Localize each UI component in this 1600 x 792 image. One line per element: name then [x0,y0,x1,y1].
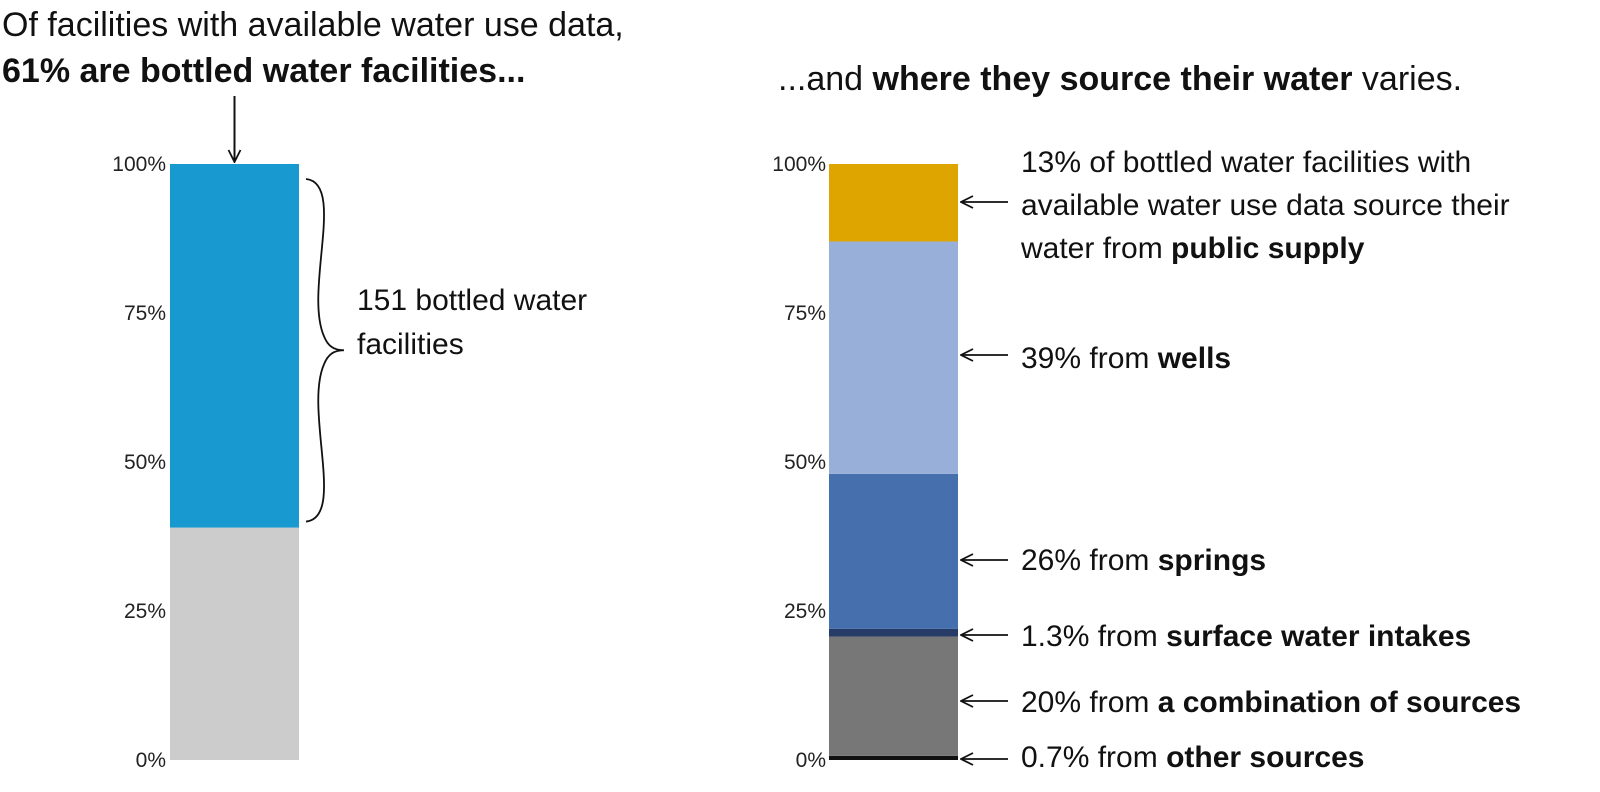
right-y-tick-label: 25% [784,600,826,623]
left-annotation-line-1: facilities [357,328,464,361]
label-springs-part-1: springs [1158,544,1266,577]
label-public-supply-line-2-part-0: water from [1020,232,1171,265]
label-surface-water-intakes-part-1: surface water intakes [1166,620,1471,653]
left-heading: Of facilities with available water use d… [2,2,624,94]
label-other-sources-part-0: 0.7% from [1021,741,1166,774]
label-springs-part-0: 26% from [1021,544,1158,577]
label-a-combination-of-sources: 20% from a combination of sources [1021,686,1521,719]
right-chart: 0%25%50%75%100%0.7% from other sources20… [772,146,1521,774]
left-y-tick-label: 25% [124,600,166,623]
label-other-sources: 0.7% from other sources [1021,741,1364,774]
right-heading-prefix: ...and [778,60,873,98]
label-wells-part-1: wells [1157,342,1231,375]
left-heading-line2: 61% are bottled water facilities... [2,52,526,90]
left-y-tick-label: 100% [112,153,166,176]
left-bar-segment-segment-1 [170,164,299,528]
right-y-tick-label: 50% [784,451,826,474]
label-a-combination-of-sources-part-1: a combination of sources [1158,686,1521,719]
right-bar-segment-a-combination-of-sources [829,636,958,756]
left-y-tick-label: 75% [124,302,166,325]
right-bar-segment-public-supply [829,164,958,242]
right-y-tick-label: 75% [784,302,826,325]
left-y-tick-label: 50% [124,451,166,474]
left-chart: 0% 25% 50% 75% 100% 151 bottled water faciliti… [112,96,587,772]
right-bar-segment-other-sources [829,755,958,760]
label-public-supply-line-2-part-1: public supply [1171,232,1365,265]
label-public-supply-line-1-part-0: available water use data source their [1021,189,1510,222]
right-bar-segment-springs [829,473,958,629]
left-bar-segment-segment-0 [170,527,299,760]
left-heading-line1: Of facilities with available water use d… [2,6,624,44]
label-public-supply-line-0-part-0: 13% of bottled water facilities with [1021,146,1471,179]
right-bar-segment-surface-water-intakes [829,628,958,637]
left-annotation-line-0: 151 bottled water [357,284,587,317]
left-y-tick-label: 0% [136,749,166,772]
right-heading-bold: where they source their water [872,60,1353,98]
label-springs: 26% from springs [1021,544,1266,577]
label-public-supply-line-1: available water use data source their [1021,189,1510,222]
label-wells: 39% from wells [1021,342,1231,375]
right-heading-suffix: varies. [1352,60,1463,98]
label-a-combination-of-sources-part-0: 20% from [1021,686,1158,719]
right-bar-segment-wells [829,241,958,474]
right-y-tick-label: 100% [772,153,826,176]
right-y-tick-label: 0% [796,749,826,772]
left-curly-brace [305,178,345,523]
label-surface-water-intakes-part-0: 1.3% from [1021,620,1166,653]
label-public-supply-line-2: water from public supply [1020,232,1365,265]
label-public-supply-line-0: 13% of bottled water facilities with [1021,146,1471,179]
label-wells-part-0: 39% from [1021,342,1158,375]
label-surface-water-intakes: 1.3% from surface water intakes [1021,620,1471,653]
label-other-sources-part-1: other sources [1166,741,1364,774]
right-heading: ...and where they source their water var… [778,56,1462,102]
